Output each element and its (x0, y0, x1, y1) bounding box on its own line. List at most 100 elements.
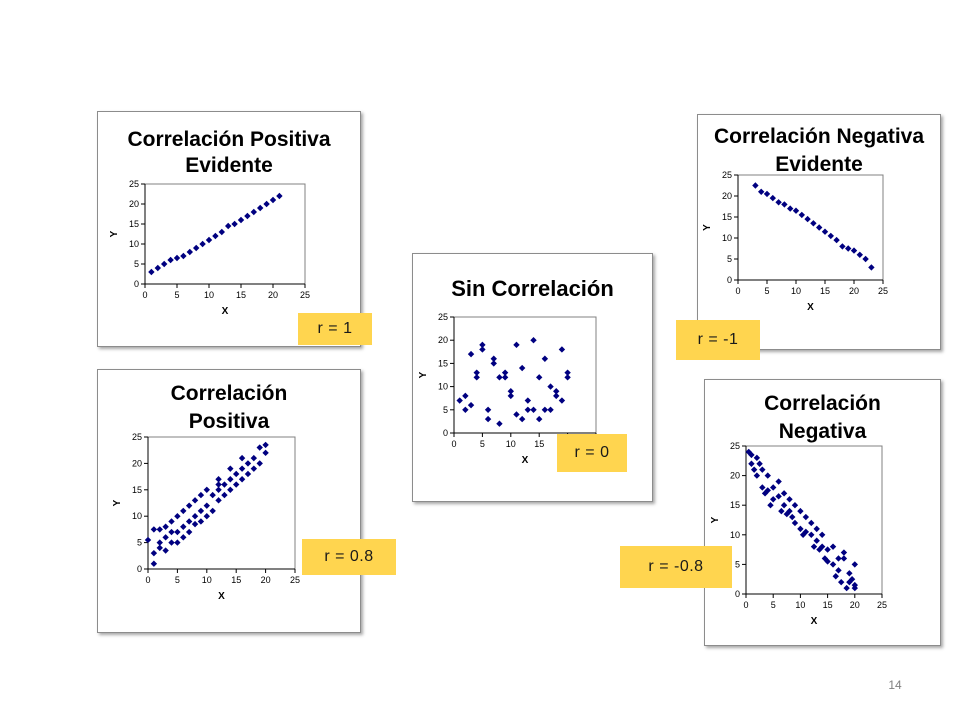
data-point (238, 476, 246, 483)
data-point (764, 472, 771, 479)
data-point (203, 502, 210, 509)
data-point (462, 392, 469, 400)
chart-title: Correlación Negativa (714, 125, 924, 148)
y-axis-label: Y (418, 371, 429, 378)
x-tick-label: 5 (764, 286, 769, 296)
data-point (262, 441, 269, 449)
x-axis-label: X (222, 306, 229, 317)
data-point (180, 523, 187, 530)
data-point (233, 470, 240, 478)
chart-svg: Correlación Positiva Evidente 0 5 10 15 20 25 0 5… (109, 128, 331, 317)
x-axis-label: X (522, 455, 529, 466)
y-axis-label: Y (710, 516, 721, 523)
chart-title: Correlación Positiva (127, 128, 330, 151)
y-tick-label: 20 (730, 471, 740, 481)
chart-title: Positiva (189, 410, 270, 433)
x-tick-label: 10 (795, 600, 805, 610)
y-tick-label: 15 (438, 358, 448, 368)
data-point (513, 341, 520, 349)
data-point (199, 240, 206, 248)
data-point (501, 374, 509, 381)
data-point (250, 465, 258, 472)
x-tick-label: 0 (142, 290, 147, 300)
data-point (484, 406, 492, 413)
y-tick-label: 0 (137, 564, 142, 574)
y-tick-label: 15 (722, 212, 732, 222)
data-point (215, 486, 222, 493)
y-tick-label: 10 (730, 530, 740, 540)
data-point (501, 369, 509, 376)
data-point (553, 388, 560, 395)
data-point (786, 496, 793, 503)
data-point (180, 252, 187, 260)
data-point (496, 374, 503, 381)
data-point (227, 486, 234, 493)
data-point (832, 573, 839, 580)
data-point (473, 369, 480, 376)
y-tick-label: 5 (137, 538, 142, 548)
data-point (467, 350, 475, 358)
data-point (167, 256, 174, 264)
data-point (789, 513, 796, 521)
chart-svg: Correlación Negativa Evidente 0 5 10 15 20 25 0 5… (702, 125, 924, 313)
y-tick-label: 20 (438, 335, 448, 345)
plot-area (453, 316, 597, 434)
y-tick-label: 25 (132, 432, 142, 442)
data-point (753, 454, 761, 462)
data-point (244, 460, 252, 467)
data-point (799, 531, 807, 538)
x-tick-label: 5 (175, 575, 180, 585)
data-point (257, 204, 264, 212)
x-tick-label: 10 (202, 575, 212, 585)
data-point (191, 497, 199, 504)
x-axis-label: X (218, 591, 225, 602)
data-point (850, 247, 858, 254)
y-axis-label: Y (109, 230, 120, 237)
x-tick-label: 20 (849, 286, 859, 296)
data-point (185, 502, 193, 509)
x-axis-label: X (811, 616, 818, 627)
y-tick-label: 20 (722, 191, 732, 201)
plot-area (745, 445, 883, 595)
y-axis-label: Y (702, 224, 713, 231)
data-point (203, 486, 210, 493)
x-tick-label: 10 (506, 439, 516, 449)
data-point (518, 415, 526, 423)
x-tick-label: 5 (480, 439, 485, 449)
x-tick-label: 20 (268, 290, 278, 300)
data-point (524, 397, 532, 404)
chart-svg: Correlación Positiva 0 5 10 15 20 25 0 5 10 15 20 25 X… (112, 382, 300, 602)
x-tick-label: 25 (878, 286, 888, 296)
x-axis-label: X (807, 302, 814, 313)
x-tick-label: 15 (820, 286, 830, 296)
x-tick-label: 15 (534, 439, 544, 449)
chart-title: Evidente (185, 154, 273, 177)
data-point (215, 481, 222, 488)
x-tick-label: 5 (174, 290, 179, 300)
x-tick-label: 20 (261, 575, 271, 585)
x-tick-label: 25 (300, 290, 310, 300)
data-point (813, 525, 820, 533)
data-point (250, 454, 258, 462)
data-point (238, 465, 246, 472)
x-tick-label: 5 (771, 600, 776, 610)
r-label-positive-evident: r = 1 (298, 313, 372, 345)
chart-title: Sin Correlación (451, 276, 614, 301)
data-point (209, 491, 216, 499)
x-tick-label: 15 (231, 575, 241, 585)
y-tick-label: 0 (735, 589, 740, 599)
x-tick-label: 0 (743, 600, 748, 610)
data-point (770, 496, 777, 503)
y-tick-label: 15 (132, 485, 142, 495)
x-tick-label: 0 (735, 286, 740, 296)
data-point (221, 491, 228, 499)
data-point (748, 451, 755, 459)
data-point (238, 454, 246, 462)
data-point (215, 476, 222, 483)
data-point (792, 207, 800, 214)
y-tick-label: 20 (132, 458, 142, 468)
y-tick-label: 0 (727, 275, 732, 285)
y-tick-label: 5 (134, 259, 139, 269)
chart-svg: Correlación Negativa 0 5 10 15 20 25 0 5 10 15 20 25 X… (710, 392, 887, 627)
chart-negative: Correlación Negativa 0 5 10 15 20 25 0 5 10 15 20 25 X… (704, 379, 941, 646)
